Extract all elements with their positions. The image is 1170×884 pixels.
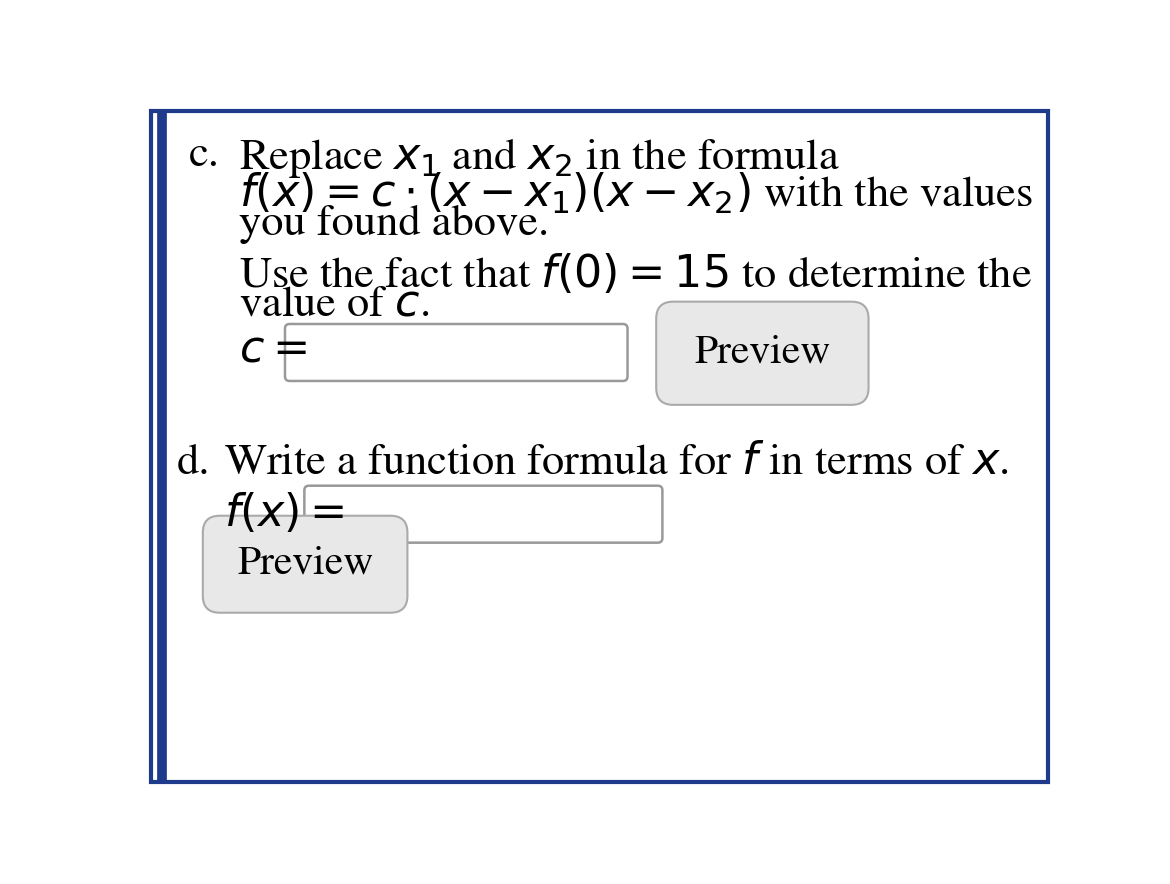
Text: c.: c. bbox=[188, 136, 220, 175]
FancyBboxPatch shape bbox=[151, 110, 1048, 782]
FancyBboxPatch shape bbox=[285, 324, 627, 381]
FancyBboxPatch shape bbox=[304, 485, 662, 543]
Text: d.: d. bbox=[177, 444, 211, 483]
Text: $c =$: $c =$ bbox=[239, 332, 307, 371]
Text: Use the fact that $f(0) = 15$ to determine the: Use the fact that $f(0) = 15$ to determi… bbox=[239, 252, 1032, 295]
Text: $f(x) =$: $f(x) =$ bbox=[223, 492, 344, 536]
Text: Write a function formula for $f$ in terms of $x$.: Write a function formula for $f$ in term… bbox=[223, 444, 1009, 483]
FancyBboxPatch shape bbox=[656, 301, 868, 405]
Text: Preview: Preview bbox=[238, 545, 373, 583]
FancyBboxPatch shape bbox=[202, 515, 407, 613]
Text: value of $c$.: value of $c$. bbox=[239, 286, 429, 324]
Text: $f(x) = c \cdot (x - x_1)(x - x_2)$ with the values: $f(x) = c \cdot (x - x_1)(x - x_2)$ with… bbox=[239, 171, 1033, 216]
Text: Preview: Preview bbox=[694, 334, 831, 372]
Text: Replace $x_1$ and $x_2$ in the formula: Replace $x_1$ and $x_2$ in the formula bbox=[239, 136, 840, 180]
Text: you found above.: you found above. bbox=[239, 205, 550, 245]
